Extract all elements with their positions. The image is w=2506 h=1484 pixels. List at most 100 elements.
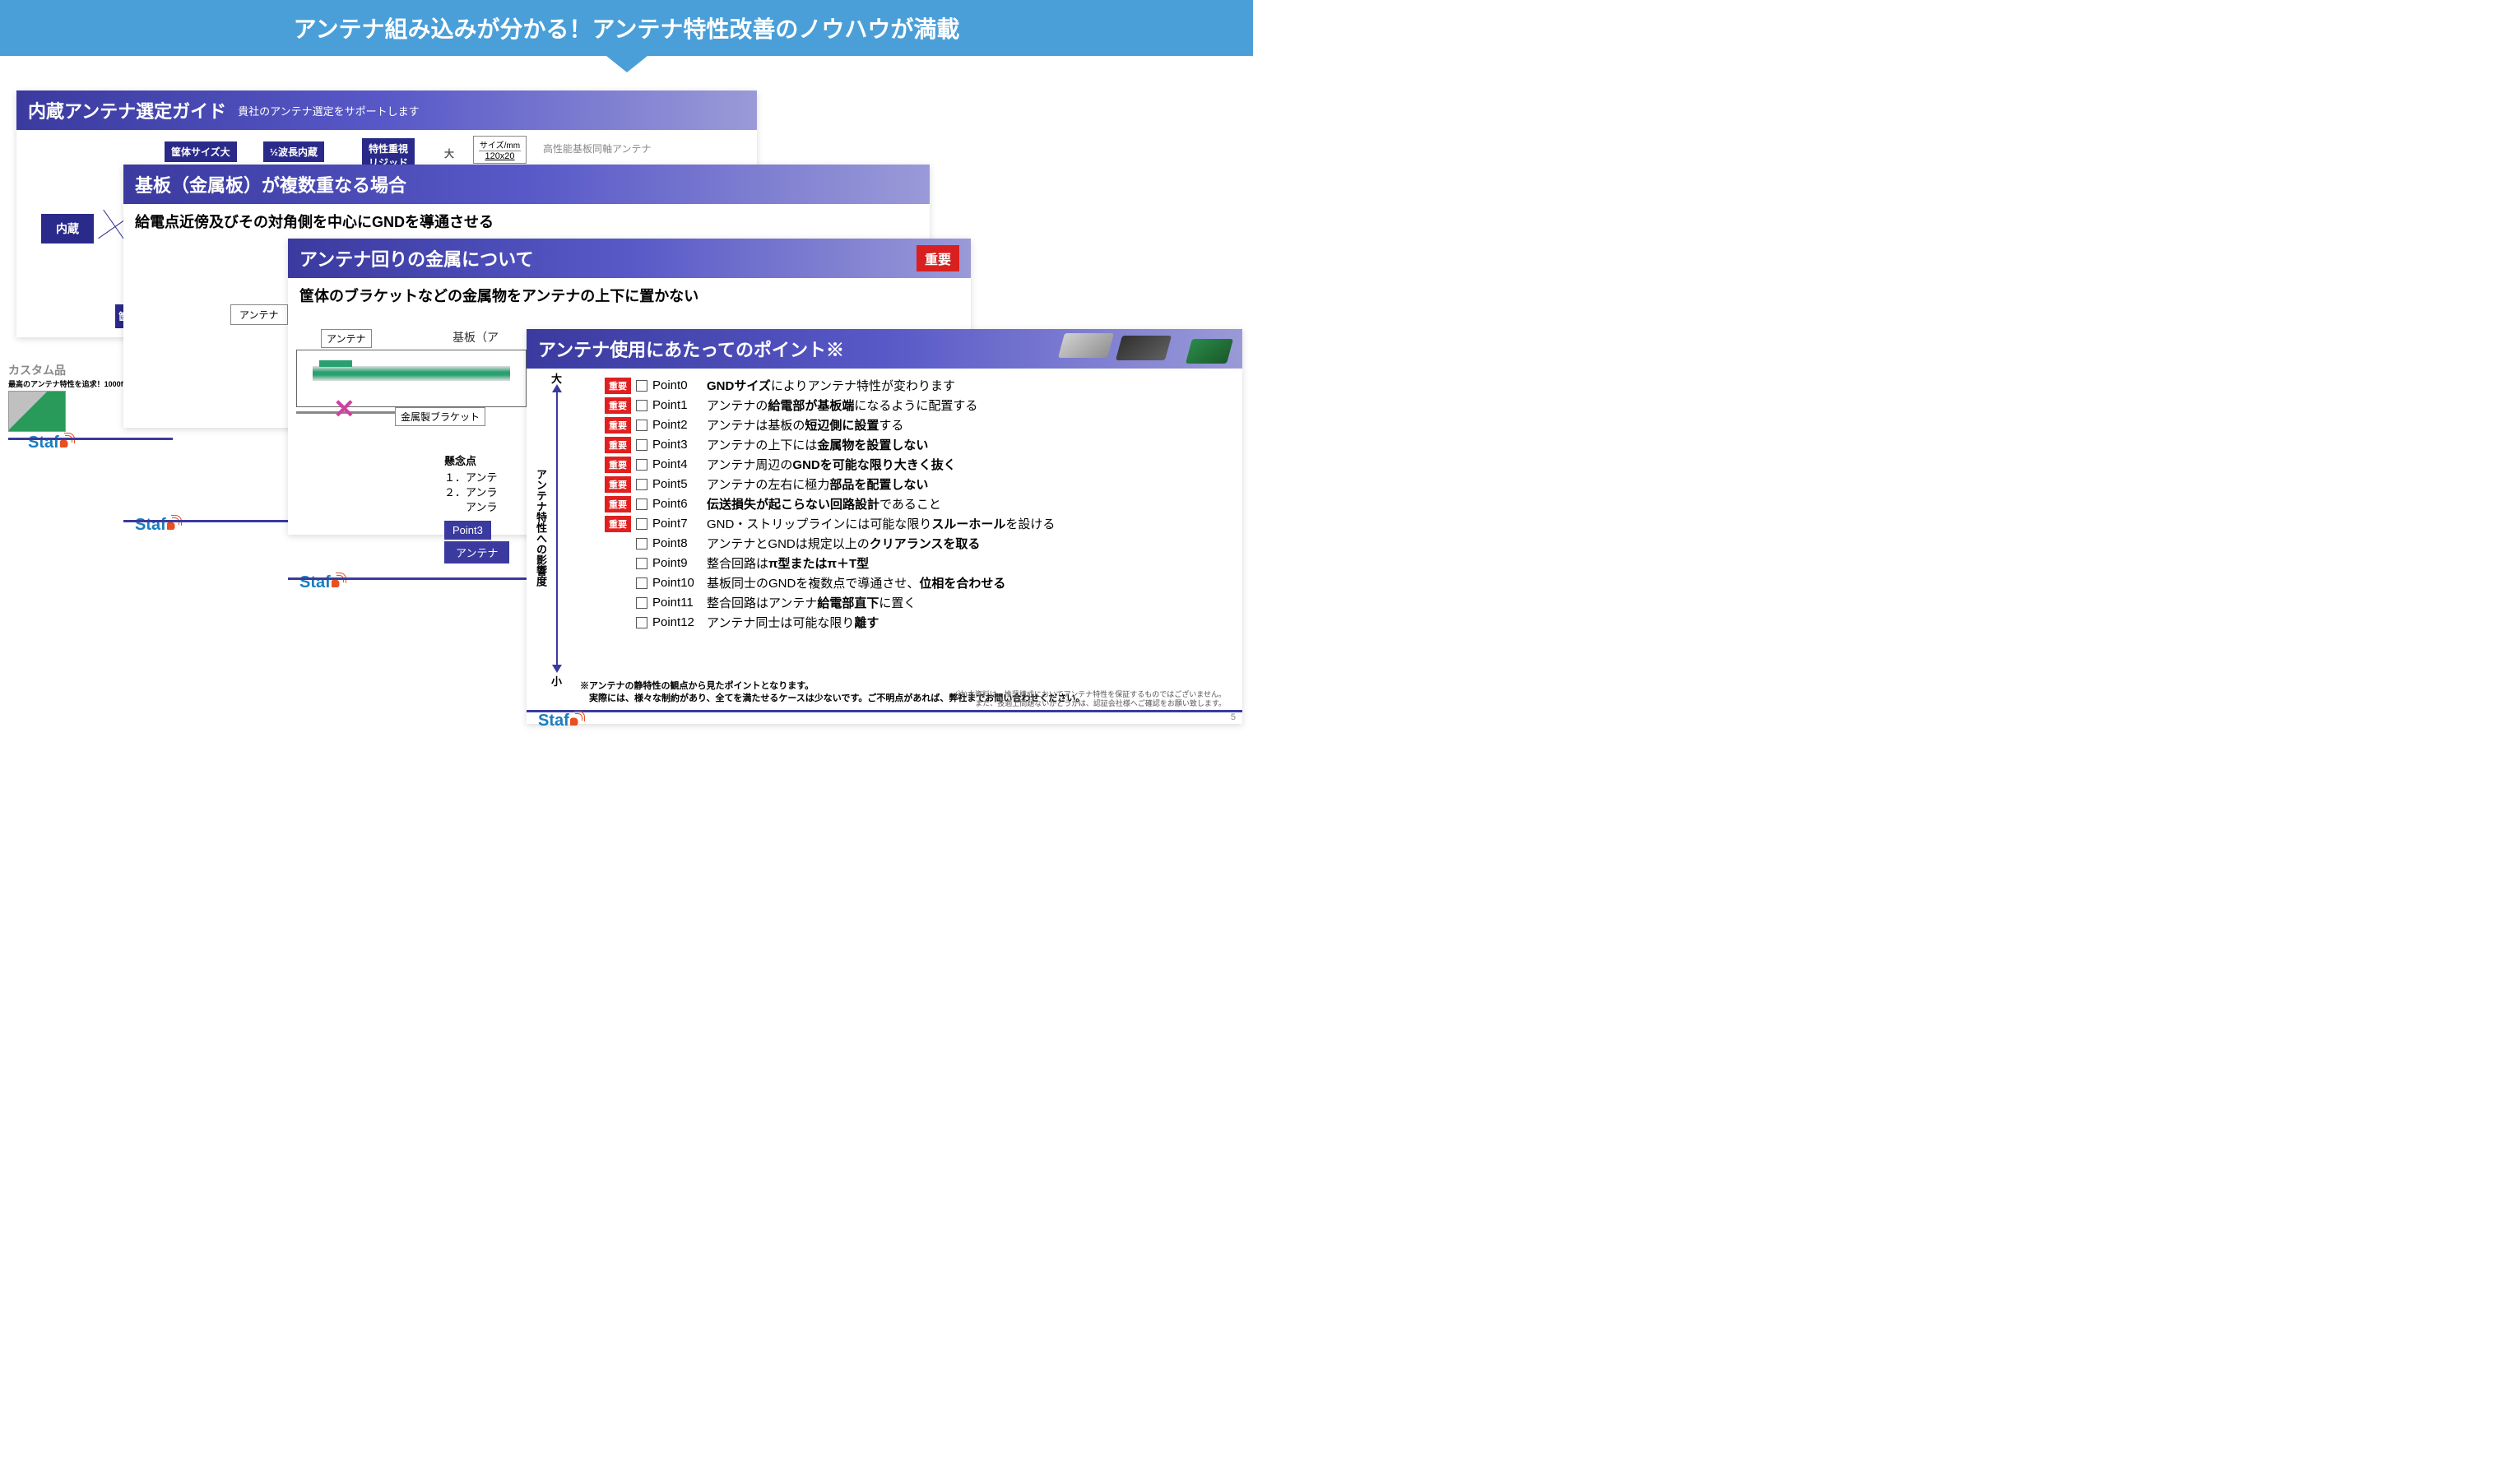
point-row: 重要 Point5 アンテナの左右に極力部品を配置しない	[605, 475, 1055, 493]
point-text: アンテナとGNDは規定以上のクリアランスを取る	[707, 535, 980, 552]
slide1-subtitle: 貴社のアンテナ選定をサポートします	[238, 103, 419, 118]
important-badge: 重要	[605, 496, 631, 512]
size-header: サイズ/mm 120x20	[473, 136, 527, 164]
point-row: 重要Point3アンテナの上下には金属物を設置しない	[605, 436, 1055, 453]
point-text: GND・ストリップラインには可能な限りスルーホールを設ける	[707, 515, 1055, 532]
size-val-text: 120x20	[479, 151, 521, 161]
logo-4: Staf	[538, 712, 582, 730]
footer-bar-3	[288, 577, 527, 580]
point-id: Point5	[652, 477, 702, 491]
point-row: 重要 Point4 アンテナ周辺のGNDを可能な限り大きく抜く	[605, 456, 1055, 473]
point-id: Point7	[652, 517, 702, 531]
node-case-large: 筐体サイズ大	[165, 141, 237, 162]
slide1-title: 内蔵アンテナ選定ガイド	[28, 97, 226, 123]
point-id: Point9	[652, 556, 702, 570]
logo-2: Staf	[135, 516, 179, 535]
important-badge: 重要	[605, 397, 631, 414]
important-badge: 重要	[605, 457, 631, 473]
x-mark-icon: ✕	[333, 393, 355, 424]
point-text: アンテナ同士は可能な限り離す	[707, 614, 879, 631]
important-badge: 重要	[605, 437, 631, 453]
point-id: Point8	[652, 536, 702, 550]
slide2-title: 基板（金属板）が複数重なる場合	[135, 171, 406, 197]
slide2-sub: 給電点近傍及びその対角側を中心にGNDを導通させる	[123, 204, 930, 239]
slide1-header: 内蔵アンテナ選定ガイド 貴社のアンテナ選定をサポートします	[16, 90, 757, 130]
point-id: Point1	[652, 398, 702, 412]
pcb-bar	[313, 366, 510, 381]
antenna-label-2: アンテナ	[230, 304, 288, 325]
footer-bar-1	[8, 438, 173, 440]
page-number: 5	[1231, 712, 1236, 722]
checkbox-icon	[636, 439, 647, 451]
concern-3: アンラ	[444, 499, 497, 514]
hw-img-3	[1186, 339, 1233, 364]
point-row: 重要Point6伝送損失が起こらない回路設計であること	[605, 495, 1055, 512]
point-id: Point11	[652, 596, 702, 610]
checkbox-icon	[636, 479, 647, 490]
point-row: 重要 Point7 GND・ストリップラインには可能な限りスルーホールを設ける	[605, 515, 1055, 532]
important-badge: 重要	[605, 516, 631, 532]
point-text: アンテナの給電部が基板端になるように配置する	[707, 397, 977, 414]
point-text: 整合回路はアンテナ給電部直下に置く	[707, 594, 916, 611]
point-row: 重要Point8アンテナとGNDは規定以上のクリアランスを取る	[605, 535, 1055, 552]
logo-text-2: Staf	[135, 516, 166, 535]
antenna-photo	[8, 391, 66, 432]
custom-label: カスタム品	[8, 362, 66, 378]
hw-img-2	[1116, 336, 1172, 360]
label-large: 大	[444, 146, 454, 160]
checkbox-icon	[636, 538, 647, 550]
node-internal: 内蔵	[41, 214, 94, 243]
node-halfwave: ½波長内蔵	[263, 141, 324, 162]
checkbox-icon	[636, 597, 647, 609]
label-antenna: アンテナ	[321, 329, 372, 348]
checkbox-icon	[636, 459, 647, 471]
footer-bar-2	[123, 520, 288, 522]
logo-wave-icon-4	[570, 714, 582, 726]
size-hdr-text: サイズ/mm	[479, 138, 521, 151]
point-row: 重要Point11整合回路はアンテナ給電部直下に置く	[605, 594, 1055, 611]
important-tag-3: 重要	[917, 245, 959, 271]
axis-label: アンテナ特性への影響度	[533, 469, 549, 587]
logo-text-4: Staf	[538, 712, 569, 730]
point-text: アンテナの左右に極力部品を配置しない	[707, 475, 928, 493]
label-bracket: 金属製ブラケット	[395, 407, 485, 426]
checkbox-icon	[636, 577, 647, 589]
influence-arrow	[556, 391, 558, 666]
point3-tag: Point3	[444, 521, 491, 540]
concern-1: １．アンテ	[444, 469, 497, 485]
note-1: ※アンテナの静特性の観点から見たポイントとなります。	[580, 679, 814, 692]
point-id: Point4	[652, 457, 702, 471]
point-row: 重要Point10基板同士のGNDを複数点で導通させ、位相を合わせる	[605, 574, 1055, 591]
hw-img-1	[1058, 333, 1114, 358]
important-badge: 重要	[605, 476, 631, 493]
checkbox-icon	[636, 558, 647, 569]
logo-3: Staf	[299, 573, 343, 592]
slide-points: アンテナ使用にあたってのポイント※ 大 アンテナ特性への影響度 小 重要Poin…	[527, 329, 1242, 724]
concern-2: ２．アンラ	[444, 484, 497, 499]
slide3-title: アンテナ回りの金属について	[299, 245, 533, 271]
footnote: (注)本資料は、推奨構成においてアンテナ特性を保証するものではございません。 ま…	[955, 690, 1226, 709]
concern-header: 懸念点	[444, 452, 476, 468]
slide3-sub: 筐体のブラケットなどの金属物をアンテナの上下に置かない	[288, 278, 971, 313]
checkbox-icon	[636, 499, 647, 510]
point-row: 重要Point12アンテナ同士は可能な限り離す	[605, 614, 1055, 631]
point-id: Point6	[652, 497, 702, 511]
point-text: アンテナは基板の短辺側に設置する	[707, 416, 903, 434]
footnote-2: また、技適上問題ないかどうかは、認証会社様へご確認をお願い致します。	[955, 699, 1226, 709]
point-text: GNDサイズによりアンテナ特性が変わります	[707, 377, 955, 394]
point3-text: アンテナ	[444, 541, 509, 563]
slide3-header: アンテナ回りの金属について 重要	[288, 239, 971, 278]
checkbox-icon	[636, 518, 647, 530]
point-text: アンテナ周辺のGNDを可能な限り大きく抜く	[707, 456, 956, 473]
point-id: Point0	[652, 378, 702, 392]
checkbox-icon	[636, 420, 647, 431]
axis-bottom: 小	[551, 673, 562, 689]
point-text: アンテナの上下には金属物を設置しない	[707, 436, 928, 453]
logo-text-3: Staf	[299, 573, 331, 592]
important-badge: 重要	[605, 417, 631, 434]
slide2-header: 基板（金属板）が複数重なる場合	[123, 165, 930, 204]
main-banner: アンテナ組み込みが分かる！アンテナ特性改善のノウハウが満載	[0, 0, 1253, 56]
points-list: 重要 Point0 GNDサイズによりアンテナ特性が変わります重要 Point1 アンテ…	[605, 377, 1055, 633]
point-id: Point10	[652, 576, 702, 590]
footnote-1: (注)本資料は、推奨構成においてアンテナ特性を保証するものではございません。	[955, 690, 1226, 700]
